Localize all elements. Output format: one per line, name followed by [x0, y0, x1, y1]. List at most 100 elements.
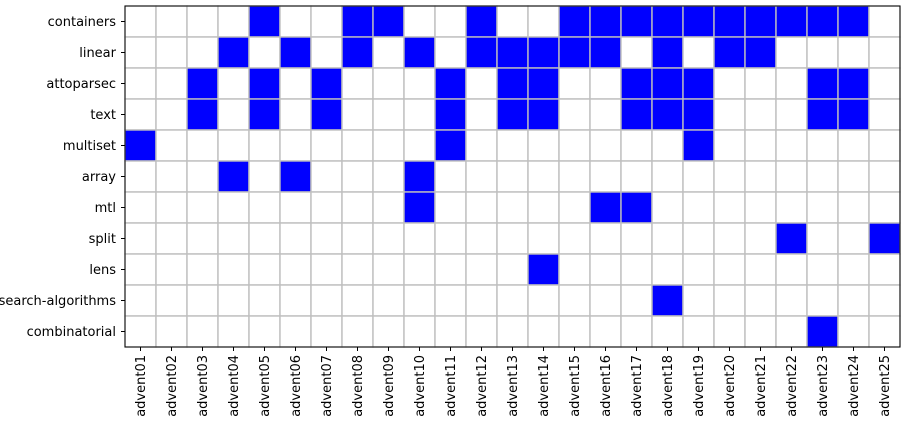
x-tick-label: advent22	[785, 355, 800, 417]
x-tick-label: advent18	[661, 355, 676, 417]
heatmap-cell	[186, 284, 219, 317]
heatmap-cell	[124, 129, 157, 162]
x-tick-label: advent07	[320, 355, 335, 417]
heatmap-cell	[124, 98, 157, 131]
heatmap-cell	[341, 5, 374, 38]
heatmap-cell	[651, 253, 684, 286]
heatmap-cell	[806, 222, 839, 255]
heatmap-cell	[186, 129, 219, 162]
heatmap-cell	[186, 315, 219, 348]
y-tick-label: split	[89, 232, 116, 247]
heatmap-cell	[806, 5, 839, 38]
heatmap-cell	[372, 253, 405, 286]
y-tick-label: search-algorithms	[0, 294, 116, 309]
heatmap-cell	[837, 284, 870, 317]
heatmap-cell	[279, 253, 312, 286]
heatmap-cell	[341, 160, 374, 193]
heatmap-cell	[217, 67, 250, 100]
heatmap-cell	[310, 129, 343, 162]
x-tick-label: advent20	[723, 355, 738, 417]
heatmap-cell	[527, 253, 560, 286]
heatmap-cell	[279, 284, 312, 317]
heatmap-cell	[744, 36, 777, 69]
heatmap-cell	[434, 222, 467, 255]
heatmap-cell	[527, 129, 560, 162]
heatmap-cell	[124, 284, 157, 317]
heatmap-cell	[744, 191, 777, 224]
heatmap-cell	[434, 36, 467, 69]
heatmap-cell	[527, 284, 560, 317]
heatmap-cell	[434, 253, 467, 286]
heatmap-cell	[372, 129, 405, 162]
heatmap-cell	[558, 160, 591, 193]
heatmap-cell	[620, 129, 653, 162]
heatmap-cell	[775, 284, 808, 317]
heatmap-cell	[155, 129, 188, 162]
heatmap-cell	[403, 222, 436, 255]
heatmap-cell	[341, 67, 374, 100]
heatmap-cell	[403, 284, 436, 317]
heatmap-cell	[124, 5, 157, 38]
heatmap-cell	[837, 36, 870, 69]
y-tick-label: lens	[89, 263, 116, 278]
x-tick-label: advent09	[382, 355, 397, 417]
heatmap-cell	[186, 222, 219, 255]
heatmap-cell	[682, 36, 715, 69]
heatmap-cell	[403, 129, 436, 162]
heatmap-cell	[186, 36, 219, 69]
heatmap-cell	[310, 98, 343, 131]
x-tick-label: advent11	[444, 355, 459, 417]
heatmap-cell	[744, 315, 777, 348]
heatmap-cell	[124, 222, 157, 255]
heatmap-cell	[372, 222, 405, 255]
heatmap-cell	[558, 222, 591, 255]
heatmap-cell	[589, 222, 622, 255]
heatmap-cell	[465, 98, 498, 131]
heatmap-cell	[775, 5, 808, 38]
heatmap-cell	[806, 36, 839, 69]
heatmap-cell	[217, 315, 250, 348]
heatmap-cell	[310, 253, 343, 286]
heatmap-cell	[279, 315, 312, 348]
heatmap-cell	[248, 67, 281, 100]
heatmap-cell	[806, 284, 839, 317]
heatmap-cell	[155, 98, 188, 131]
heatmap-cell	[372, 284, 405, 317]
heatmap-cell	[186, 67, 219, 100]
heatmap-cell	[155, 5, 188, 38]
heatmap-cell	[310, 160, 343, 193]
heatmap-cell	[403, 253, 436, 286]
heatmap-cell	[155, 191, 188, 224]
heatmap-cell	[651, 129, 684, 162]
heatmap-cell	[868, 284, 901, 317]
heatmap-cell	[496, 284, 529, 317]
heatmap-cell	[713, 191, 746, 224]
heatmap-cell	[496, 222, 529, 255]
heatmap-cell	[620, 5, 653, 38]
heatmap-cell	[868, 315, 901, 348]
heatmap-cell	[837, 129, 870, 162]
heatmap-cells	[124, 5, 901, 348]
heatmap-cell	[527, 191, 560, 224]
heatmap-cell	[775, 315, 808, 348]
y-tick-label: array	[82, 170, 116, 185]
heatmap-cell	[248, 222, 281, 255]
heatmap-cell	[713, 5, 746, 38]
heatmap-cell	[434, 129, 467, 162]
heatmap-cell	[837, 191, 870, 224]
heatmap-cell	[372, 315, 405, 348]
heatmap-cell	[527, 160, 560, 193]
heatmap-cell	[620, 98, 653, 131]
heatmap-cell	[434, 315, 467, 348]
heatmap-cell	[186, 191, 219, 224]
heatmap-cell	[868, 98, 901, 131]
heatmap-cell	[744, 253, 777, 286]
heatmap-cell	[248, 129, 281, 162]
heatmap-cell	[434, 284, 467, 317]
heatmap-cell	[403, 36, 436, 69]
heatmap-cell	[682, 191, 715, 224]
heatmap-cell	[372, 191, 405, 224]
heatmap-cell	[434, 160, 467, 193]
heatmap-cell	[682, 160, 715, 193]
heatmap-cell	[620, 253, 653, 286]
